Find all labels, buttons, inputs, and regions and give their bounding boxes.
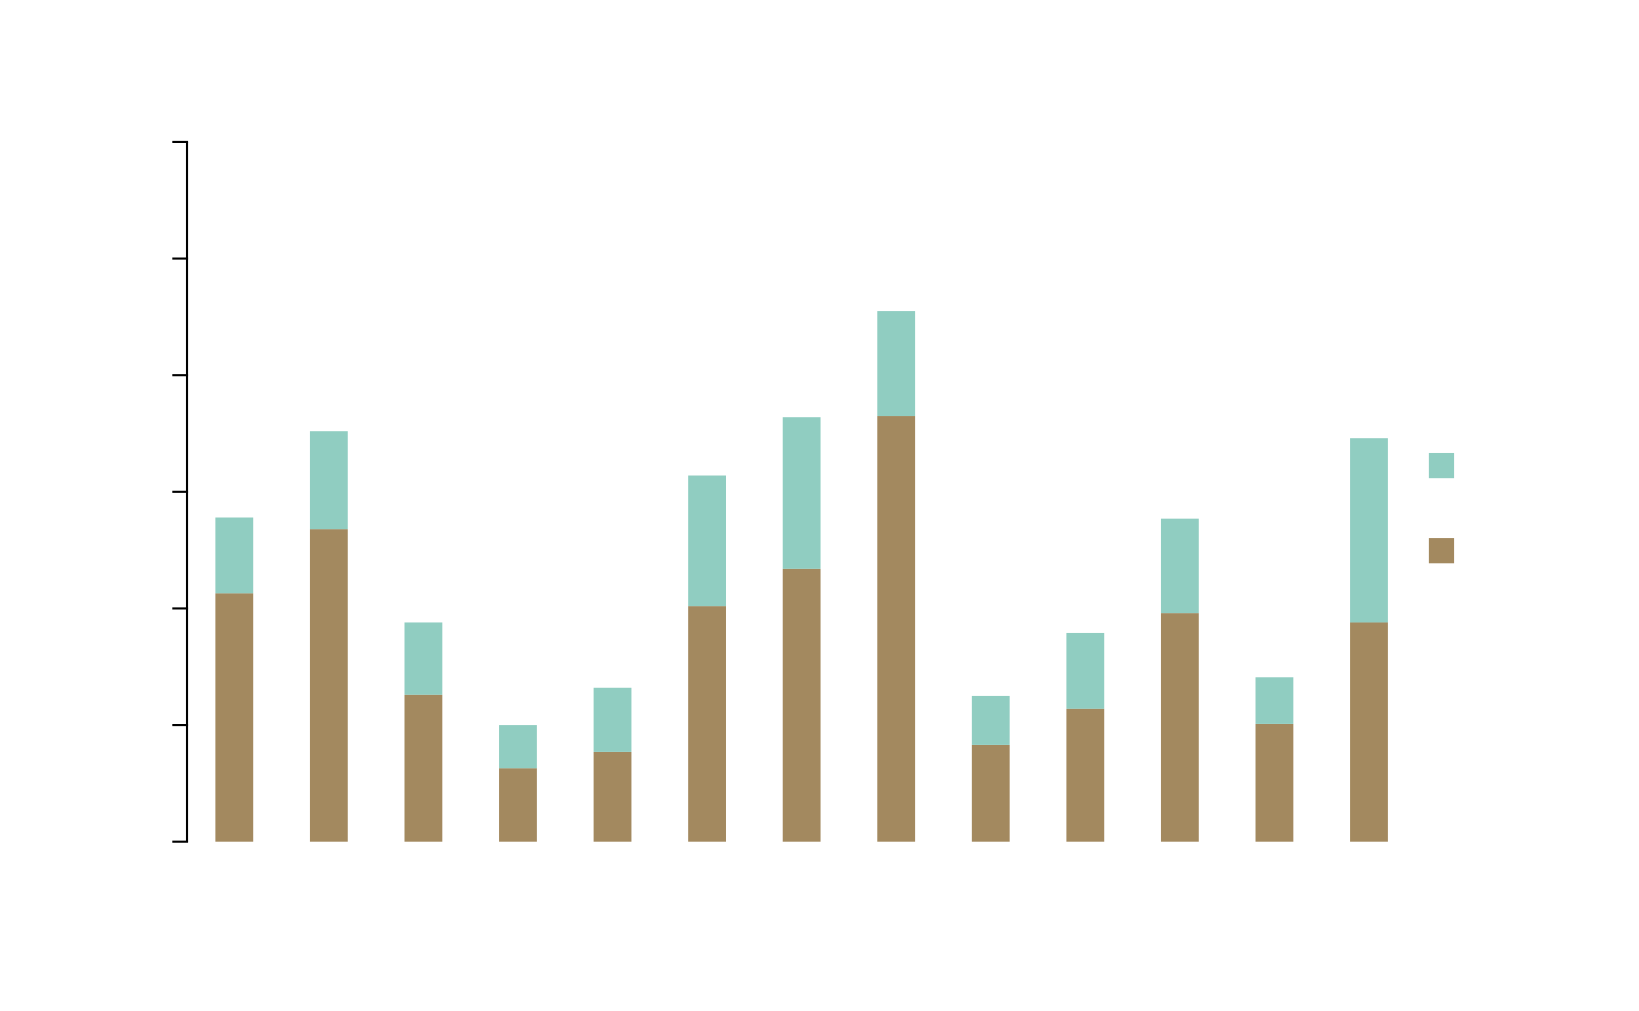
legend-swatch-series2 bbox=[1428, 452, 1455, 479]
bar-series1-10 bbox=[1066, 708, 1105, 842]
bars-group bbox=[215, 311, 1388, 842]
legend-swatch-series1 bbox=[1428, 538, 1455, 564]
bar-series1-1 bbox=[215, 593, 254, 842]
bar-series2-6 bbox=[688, 475, 726, 607]
y-axis bbox=[172, 140, 189, 843]
bar-series1-12 bbox=[1255, 723, 1294, 842]
bar-series2-10 bbox=[1066, 632, 1105, 709]
bar-series1-5 bbox=[593, 751, 632, 842]
bar-series2-9 bbox=[971, 695, 1010, 745]
bar-series2-7 bbox=[782, 417, 821, 569]
bar-series2-4 bbox=[499, 725, 537, 769]
bar-series2-12 bbox=[1255, 677, 1294, 724]
bar-series1-3 bbox=[404, 694, 443, 842]
bar-series2-13 bbox=[1350, 438, 1388, 623]
bar-series2-5 bbox=[593, 687, 632, 752]
bar-series1-9 bbox=[971, 744, 1010, 842]
bar-series1-6 bbox=[688, 606, 726, 842]
bar-series1-11 bbox=[1160, 613, 1199, 842]
bar-series1-13 bbox=[1350, 622, 1388, 842]
bar-series2-1 bbox=[215, 517, 254, 594]
bar-series2-11 bbox=[1160, 518, 1199, 614]
bar-series2-2 bbox=[309, 431, 348, 530]
bar-series1-7 bbox=[782, 568, 821, 842]
bar-series2-3 bbox=[404, 622, 443, 695]
bar-series1-2 bbox=[309, 529, 348, 842]
bar-series1-4 bbox=[499, 768, 537, 842]
legend bbox=[1428, 452, 1455, 564]
bar-series1-8 bbox=[877, 416, 916, 842]
bar-series2-8 bbox=[877, 311, 916, 417]
